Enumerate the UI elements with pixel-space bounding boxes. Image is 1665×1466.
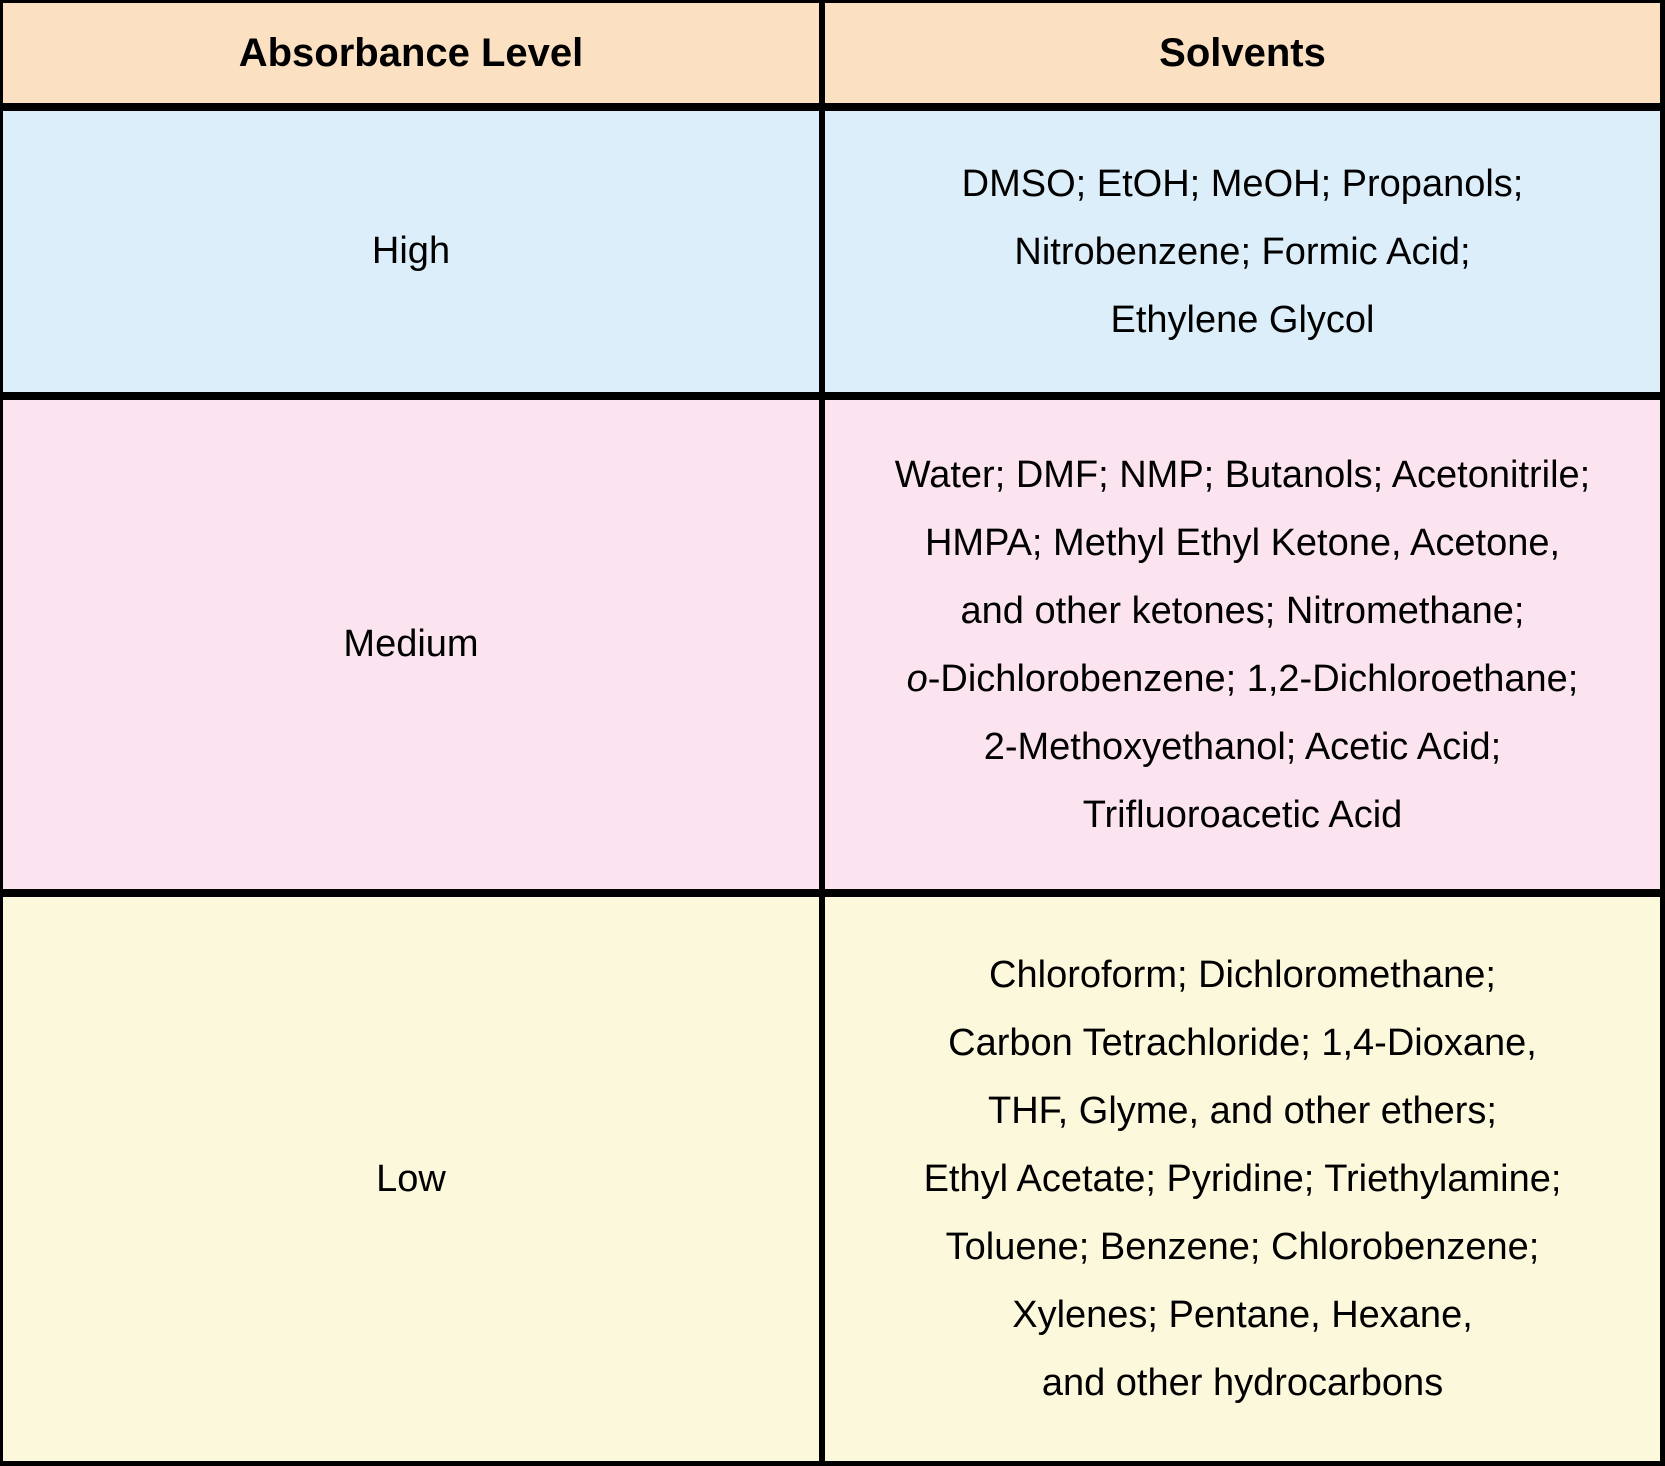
solvent-line: Xylenes; Pentane, Hexane, [1012,1294,1473,1336]
solvent-line: Carbon Tetrachloride; 1,4-Dioxane, [948,1022,1537,1064]
solvent-line: o-Dichlorobenzene; 1,2-Dichloroethane; [906,657,1579,700]
level-label-medium: Medium [343,623,479,665]
solvents-cell-low: Chloroform; Dichloromethane; Carbon Tetra… [825,897,1660,1461]
solvent-line: THF, Glyme, and other ethers; [988,1090,1497,1132]
solvent-line: HMPA; Methyl Ethyl Ketone, Acetone, [924,521,1561,564]
solvent-line: Nitrobenzene; Formic Acid; [1014,230,1471,273]
solvent-line: Toluene; Benzene; Chlorobenzene; [945,1226,1540,1268]
solvents-cell-high: DMSO; EtOH; MeOH; Propanols; Nitrobenzene… [825,111,1660,392]
solvent-line: 2-Methoxyethanol; Acetic Acid; [983,725,1502,768]
level-label-low: Low [376,1157,446,1200]
solvent-line: Water; DMF; NMP; Butanols; Acetonitrile; [894,453,1591,496]
solvent-line: Ethyl Acetate; Pyridine; Triethylamine; [923,1158,1562,1200]
column-header-absorbance-level: Absorbance Level [3,3,819,103]
solvent-line: Trifluoroacetic Acid [1082,793,1403,836]
solvent-line: and other hydrocarbons [1041,1362,1444,1404]
level-cell-medium: Medium [3,400,819,889]
level-label-high: High [371,230,451,272]
solvent-line: Chloroform; Dichloromethane; [989,954,1496,996]
column-header-solvents-label: Solvents [1159,30,1326,75]
solvent-line: DMSO; EtOH; MeOH; Propanols; [961,162,1524,205]
solvent-line: and other ketones; Nitromethane; [960,589,1525,632]
solvents-cell-medium: Water; DMF; NMP; Butanols; Acetonitrile;… [825,400,1660,889]
level-cell-low: Low [3,897,819,1461]
column-header-absorbance-level-label: Absorbance Level [238,30,584,75]
level-cell-high: High [3,111,819,392]
column-header-solvents: Solvents [825,3,1660,103]
solvent-line: Ethylene Glycol [1110,298,1375,341]
